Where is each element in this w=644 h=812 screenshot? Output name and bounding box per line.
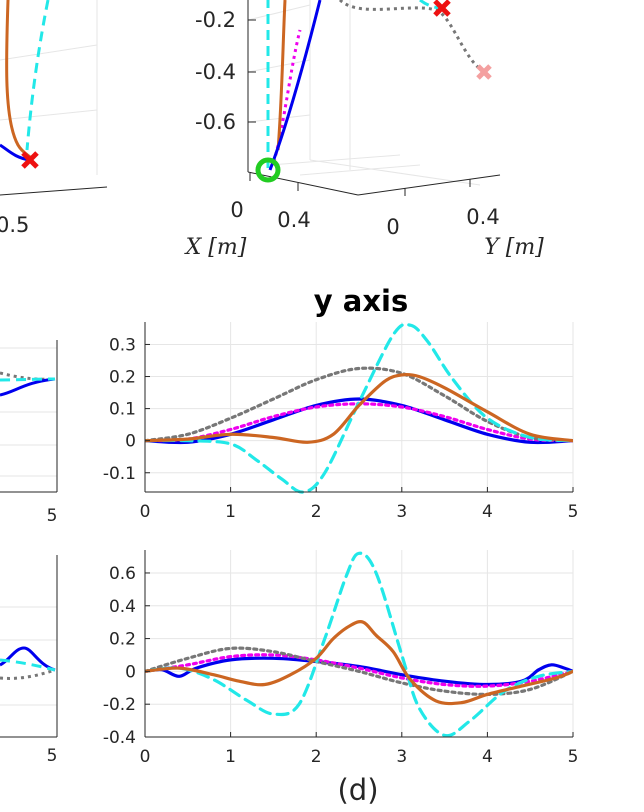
y-tick-label: 0.2 [109, 630, 136, 650]
top-3d-orange-trajectory [276, 0, 287, 151]
top-3d-axes [247, 0, 501, 196]
series-line-orange [145, 620, 573, 706]
series-line-dashed-cyan [145, 551, 573, 738]
y-tick-label: 0.1 [109, 400, 136, 420]
series-line-solid-blue [145, 397, 573, 445]
series-line-dotted-gray [145, 366, 573, 443]
x-tick-label: 3 [396, 502, 407, 522]
y-tick-label: -0.2 [103, 695, 136, 715]
left-mid-gray-dotted [0, 371, 56, 381]
series-line-orange [145, 372, 573, 444]
top-3d-plot: -0.2 -0.4 -0.6 0 0.4 0 0.4 X [m] Y [m] [184, 0, 544, 260]
x-tick-label: 1 [225, 747, 236, 767]
y-axis-label: Y [m] [484, 235, 544, 260]
bottom-chart: 0 1 2 3 4 5 -0.4 -0.2 0 0.2 0.4 0.6 [103, 550, 579, 767]
y-tick-label: 0.4 [109, 597, 136, 617]
figure-caption: (d) [337, 773, 378, 807]
left-3d-cyan-trajectory [25, 0, 50, 151]
x-tick-label: 5 [568, 747, 579, 767]
y-tick-label: 0 [386, 215, 399, 239]
y-tick-label: 0.3 [109, 335, 136, 355]
series-line-dashed-cyan [145, 322, 573, 494]
top-3d-start-marker [255, 157, 281, 183]
left-bottom-x-tick: 5 [47, 746, 58, 766]
left-3d-end-marker [21, 151, 39, 169]
x-tick-label: 0 [230, 198, 243, 222]
x-tick-label: 0 [140, 502, 151, 522]
y-tick-label: 0.4 [466, 205, 499, 229]
x-tick-label: 0 [140, 747, 151, 767]
x-tick-label: 3 [396, 747, 407, 767]
left-bottom-blue [0, 646, 56, 672]
left-mid-cyan [0, 377, 56, 382]
x-tick-label: 0.4 [277, 208, 310, 232]
chart-title: y axis [314, 284, 408, 318]
left-mid-plot-fragment: 5 [0, 340, 58, 526]
left-3d-x-tick: 0.5 [0, 213, 29, 237]
x-tick-label: 2 [311, 502, 322, 522]
left-bottom-plot-fragment: 5 [0, 555, 58, 766]
y-tick-label: -0.4 [103, 728, 136, 748]
top-3d-blue-trajectory [268, 0, 322, 171]
y-tick-label: 0 [125, 432, 136, 452]
x-tick-label: 2 [311, 747, 322, 767]
y-tick-label: 0.2 [109, 368, 136, 388]
x-tick-label: 1 [225, 502, 236, 522]
series-line-dotted-magenta [145, 653, 573, 688]
top-3d-end-marker [433, 0, 451, 17]
series-group [145, 551, 573, 738]
left-bottom-cyan [0, 658, 56, 672]
x-tick-label: 4 [482, 747, 493, 767]
x-tick-label: 4 [482, 502, 493, 522]
series-group [145, 322, 573, 494]
z-tick-label: -0.4 [195, 60, 236, 84]
y-tick-label: 0.6 [109, 564, 136, 584]
top-3d-gray-dotted-trajectory [338, 0, 485, 74]
left-3d-plot-fragment: 0.5 [0, 0, 108, 237]
z-tick-label: -0.2 [195, 8, 236, 32]
top-3d-pink-marker [476, 64, 492, 80]
left-bottom-gray-dotted [0, 668, 56, 680]
z-tick-label: -0.6 [195, 110, 236, 134]
y-tick-label: 0 [125, 662, 136, 682]
series-line-solid-blue [145, 656, 573, 687]
x-axis-label: X [m] [184, 235, 247, 260]
y-tick-label: -0.1 [103, 464, 136, 484]
y-axis-chart: 0 1 2 3 4 5-0.100.10.20.3 [103, 322, 579, 522]
top-3d-grid [247, 0, 481, 186]
x-tick-label: 5 [568, 502, 579, 522]
left-mid-x-tick: 5 [47, 506, 58, 526]
